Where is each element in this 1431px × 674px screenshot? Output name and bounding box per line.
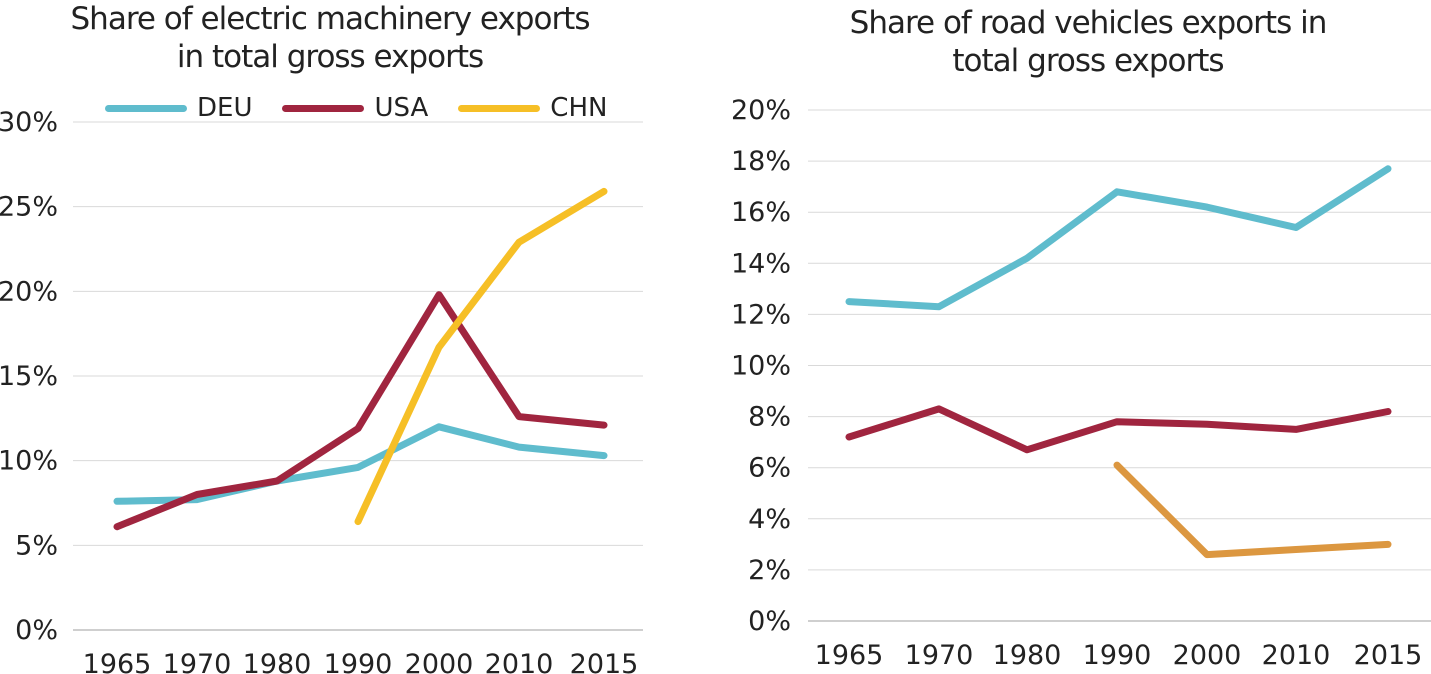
legend-item-usa: USA [282, 93, 428, 123]
x-tick-label: 2010 [1262, 640, 1331, 671]
y-tick-label: 5% [15, 530, 58, 561]
series-line-series-1 [845, 165, 1392, 311]
series-line-series-2 [845, 405, 1392, 454]
y-tick-label: 6% [748, 453, 791, 484]
y-tick-label: 20% [0, 276, 58, 307]
legend-swatch-deu [105, 104, 187, 112]
y-tick-label: 8% [748, 402, 791, 433]
x-tick-label: 1990 [324, 649, 393, 674]
legend-item-deu: DEU [105, 93, 252, 123]
x-tick-label: 2015 [1354, 640, 1423, 671]
series-line-series-3 [1113, 461, 1392, 559]
y-tick-label: 12% [731, 299, 791, 330]
series-line-deu [113, 423, 608, 505]
x-tick-label: 1980 [243, 649, 312, 674]
chart-title-line-1: Share of electric machinery exports [70, 1, 591, 37]
y-tick-label: 18% [731, 146, 791, 177]
y-tick-label: 30% [0, 107, 58, 138]
legend-swatch-chn [458, 104, 541, 112]
legend-item-chn: CHN [458, 93, 607, 123]
legend-label-deu: DEU [197, 93, 253, 123]
legend-label-chn: CHN [550, 93, 608, 123]
electric-machinery-plot: 0% 5% 10% 15% 20% 25% 30% 1965 1970 1980 1990 2000 2… [0, 107, 643, 674]
y-tick-label: 0% [15, 615, 58, 646]
x-tick-label: 2000 [1173, 640, 1242, 671]
y-tick-label: 15% [0, 361, 58, 392]
chart-title: Share of road vehicles exports in total … [738, 4, 1431, 80]
y-tick-label: 10% [731, 351, 791, 382]
electric-machinery-chart: Share of electric machinery exports in t… [0, 0, 700, 674]
y-tick-label: 4% [748, 504, 791, 535]
legend-label-usa: USA [374, 93, 429, 123]
series-line-chn [354, 187, 608, 526]
y-tick-label: 16% [731, 197, 791, 228]
chart-legend: DEU USA CHN [105, 90, 637, 126]
chart-title: Share of electric machinery exports in t… [0, 0, 660, 76]
y-tick-label: 20% [731, 95, 791, 126]
road-vehicles-plot: 0% 2% 4% 6% 8% 10% 12% 14% 16% 18% 20% 1965 1970 1980… [731, 95, 1431, 671]
legend-swatch-usa [282, 104, 365, 112]
x-tick-label: 1965 [815, 640, 884, 671]
y-tick-label: 14% [731, 248, 791, 279]
x-tick-label: 1970 [163, 649, 232, 674]
x-tick-label: 1965 [83, 649, 152, 674]
y-tick-label: 25% [0, 192, 58, 223]
x-tick-label: 1990 [1083, 640, 1152, 671]
x-tick-label: 2015 [570, 649, 639, 674]
y-tick-label: 0% [748, 606, 791, 637]
road-vehicles-chart: Share of road vehicles exports in total … [700, 0, 1431, 674]
series-line-usa [113, 291, 608, 531]
chart-title-line-2: total gross exports [952, 43, 1224, 79]
y-tick-label: 2% [748, 555, 791, 586]
y-tick-label: 10% [0, 446, 58, 477]
chart-title-line-2: in total gross exports [176, 39, 484, 75]
chart-title-line-1: Share of road vehicles exports in [849, 5, 1328, 41]
x-tick-label: 1970 [905, 640, 974, 671]
x-tick-label: 2010 [485, 649, 554, 674]
x-tick-label: 2000 [405, 649, 474, 674]
x-tick-label: 1980 [993, 640, 1062, 671]
